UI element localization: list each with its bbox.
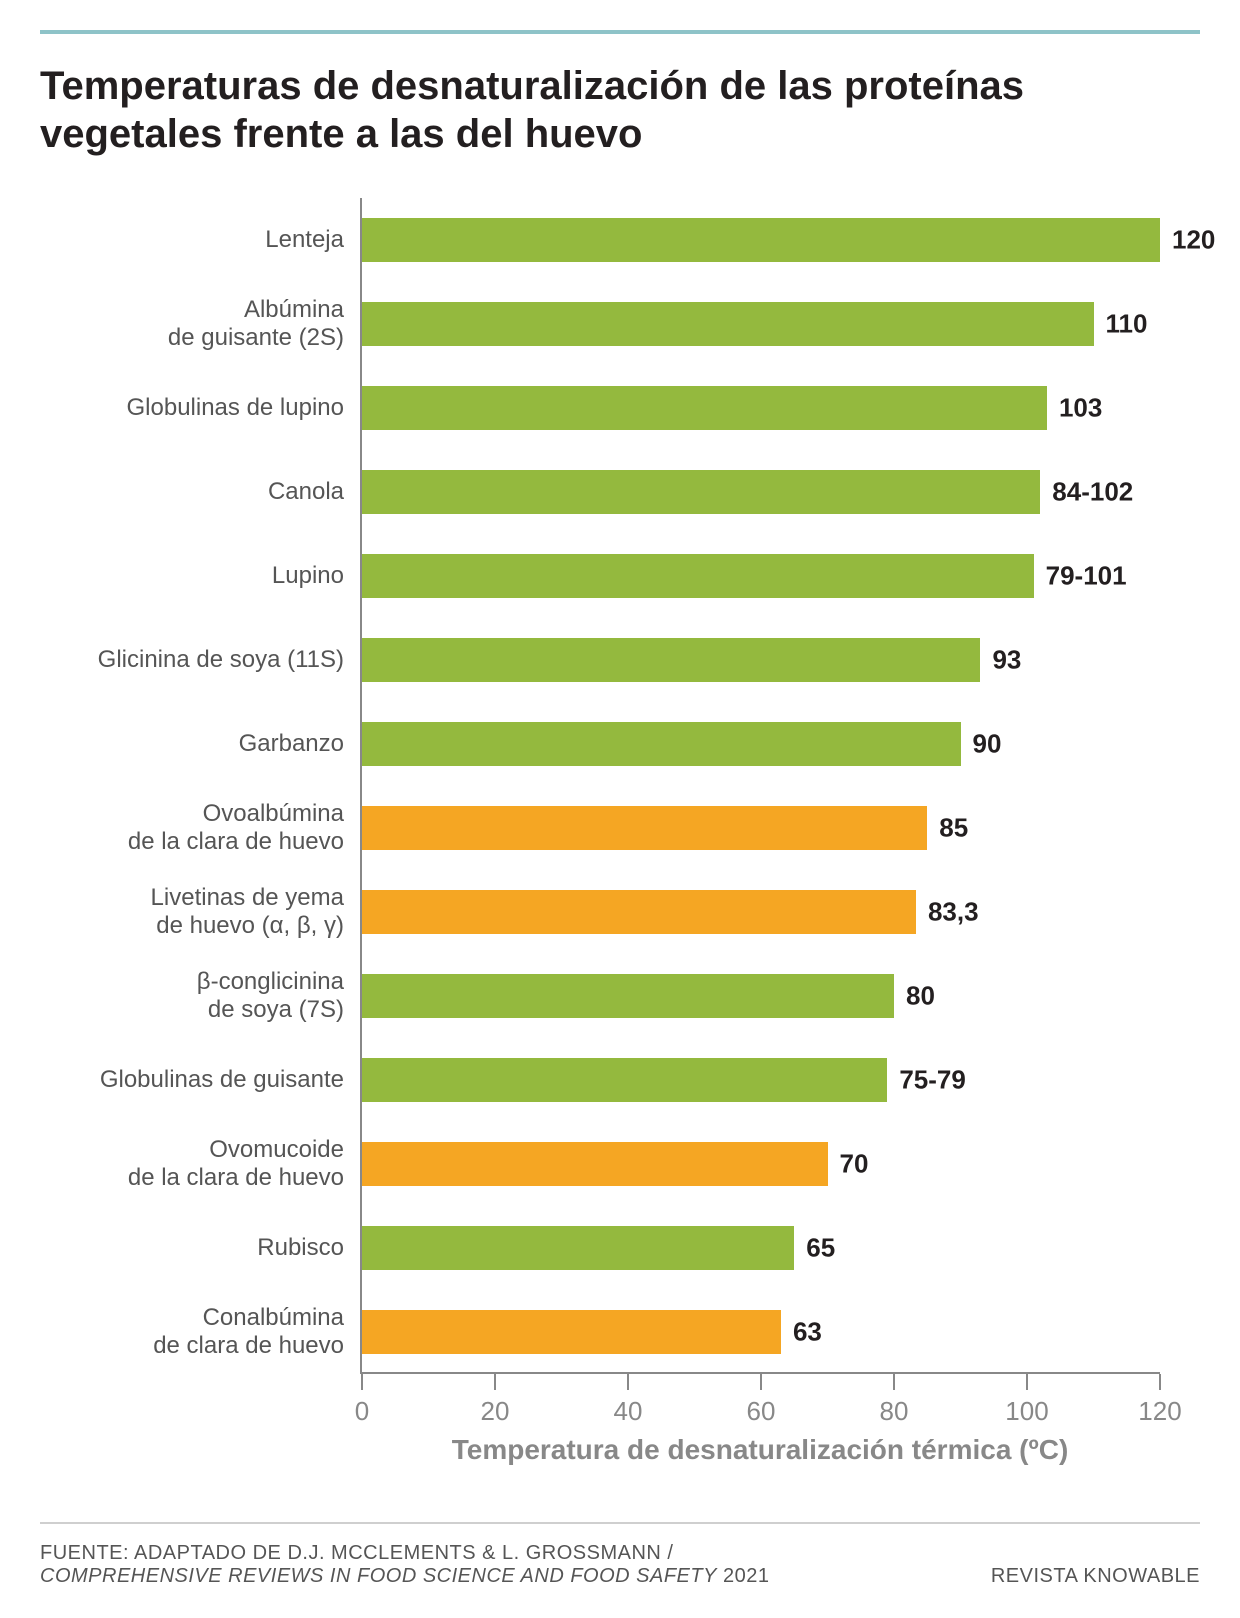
- bar-category-label: Albúminade guisante (2S): [62, 296, 362, 351]
- bar-value-label: 70: [828, 1149, 869, 1180]
- bar: 83,3: [362, 890, 916, 934]
- source-block: FUENTE: ADAPTADO DE D.J. MCCLEMENTS & L.…: [40, 1542, 770, 1588]
- bar-value-label: 65: [794, 1233, 835, 1264]
- x-tick-mark: [1159, 1374, 1161, 1390]
- bar-category-label: Globulinas de guisante: [62, 1066, 362, 1094]
- credit: REVISTA KNOWABLE: [991, 1565, 1200, 1588]
- bar: 110: [362, 302, 1094, 346]
- bar-value-label: 79-101: [1034, 561, 1127, 592]
- bar-row: Rubisco65: [362, 1206, 1160, 1290]
- x-tick-label: 60: [747, 1396, 776, 1427]
- bar-value-label: 63: [781, 1317, 822, 1348]
- x-tick-label: 80: [880, 1396, 909, 1427]
- bar: 65: [362, 1226, 794, 1270]
- bar-row: Livetinas de yemade huevo (α, β, γ)83,3: [362, 870, 1160, 954]
- bar-category-label: Lupino: [62, 562, 362, 590]
- source-journal: COMPREHENSIVE REVIEWS IN FOOD SCIENCE AN…: [40, 1565, 717, 1587]
- bar: 75-79: [362, 1058, 887, 1102]
- bar: 80: [362, 974, 894, 1018]
- source-year: 2021: [717, 1565, 770, 1587]
- x-axis-title: Temperatura de desnaturalización térmica…: [360, 1434, 1160, 1466]
- x-tick-mark: [361, 1374, 363, 1390]
- bar: 63: [362, 1310, 781, 1354]
- x-tick-mark: [1026, 1374, 1028, 1390]
- bar-category-label: β-conglicininade soya (7S): [62, 968, 362, 1023]
- bar-value-label: 85: [927, 813, 968, 844]
- bar-category-label: Ovomucoidede la clara de huevo: [62, 1136, 362, 1191]
- bar-category-label: Livetinas de yemade huevo (α, β, γ): [62, 884, 362, 939]
- bar-value-label: 120: [1160, 225, 1215, 256]
- bar-track: 85: [362, 806, 1160, 850]
- bar-row: Canola84-102: [362, 450, 1160, 534]
- bar: 84-102: [362, 470, 1040, 514]
- bar-value-label: 80: [894, 981, 935, 1012]
- bar-track: 103: [362, 386, 1160, 430]
- bar-category-label: Canola: [62, 478, 362, 506]
- bar-track: 120: [362, 218, 1160, 262]
- bar-row: Globulinas de guisante75-79: [362, 1038, 1160, 1122]
- bar-category-label: Globulinas de lupino: [62, 394, 362, 422]
- bar-row: Glicinina de soya (11S)93: [362, 618, 1160, 702]
- bar: 93: [362, 638, 980, 682]
- source-line-2: COMPREHENSIVE REVIEWS IN FOOD SCIENCE AN…: [40, 1565, 770, 1588]
- bar-category-label: Garbanzo: [62, 730, 362, 758]
- x-tick-label: 40: [614, 1396, 643, 1427]
- x-tick-mark: [760, 1374, 762, 1390]
- bar-row: Globulinas de lupino103: [362, 366, 1160, 450]
- bar-track: 65: [362, 1226, 1160, 1270]
- bar-category-label: Conalbúminade clara de huevo: [62, 1304, 362, 1359]
- bar-category-label: Lenteja: [62, 226, 362, 254]
- bar-row: Lenteja120: [362, 198, 1160, 282]
- bar: 70: [362, 1142, 828, 1186]
- bar-value-label: 83,3: [916, 897, 979, 928]
- bar-value-label: 84-102: [1040, 477, 1133, 508]
- bar-track: 93: [362, 638, 1160, 682]
- source-line-1: FUENTE: ADAPTADO DE D.J. MCCLEMENTS & L.…: [40, 1542, 770, 1565]
- x-tick-label: 120: [1138, 1396, 1181, 1427]
- bar-row: Garbanzo90: [362, 702, 1160, 786]
- bar: 120: [362, 218, 1160, 262]
- chart-footer: FUENTE: ADAPTADO DE D.J. MCCLEMENTS & L.…: [40, 1522, 1200, 1588]
- top-rule: [40, 30, 1200, 34]
- bar-track: 83,3: [362, 890, 1160, 934]
- bar-value-label: 90: [961, 729, 1002, 760]
- x-tick-label: 0: [355, 1396, 369, 1427]
- x-tick-mark: [627, 1374, 629, 1390]
- bar: 79-101: [362, 554, 1034, 598]
- bar-category-label: Rubisco: [62, 1234, 362, 1262]
- bar: 90: [362, 722, 961, 766]
- bar-row: Albúminade guisante (2S)110: [362, 282, 1160, 366]
- x-tick-label: 20: [481, 1396, 510, 1427]
- bar-track: 80: [362, 974, 1160, 1018]
- bar-row: β-conglicininade soya (7S)80: [362, 954, 1160, 1038]
- bar-row: Ovomucoidede la clara de huevo70: [362, 1122, 1160, 1206]
- bar-row: Conalbúminade clara de huevo63: [362, 1290, 1160, 1374]
- bar: 103: [362, 386, 1047, 430]
- chart-area: Lenteja120Albúminade guisante (2S)110Glo…: [40, 198, 1200, 1484]
- plot: Lenteja120Albúminade guisante (2S)110Glo…: [360, 198, 1160, 1374]
- bar-category-label: Ovoalbúminade la clara de huevo: [62, 800, 362, 855]
- bar-value-label: 93: [980, 645, 1021, 676]
- bar-track: 70: [362, 1142, 1160, 1186]
- x-tick-mark: [494, 1374, 496, 1390]
- bar-track: 79-101: [362, 554, 1160, 598]
- chart-title: Temperaturas de desnaturalización de las…: [40, 62, 1200, 158]
- bar-track: 110: [362, 302, 1160, 346]
- bar-value-label: 75-79: [887, 1065, 966, 1096]
- bar-value-label: 110: [1094, 309, 1148, 340]
- x-tick-label: 100: [1005, 1396, 1048, 1427]
- bar-track: 84-102: [362, 470, 1160, 514]
- bar-value-label: 103: [1047, 393, 1102, 424]
- bar-track: 63: [362, 1310, 1160, 1354]
- bar-track: 90: [362, 722, 1160, 766]
- bar: 85: [362, 806, 927, 850]
- bar-row: Ovoalbúminade la clara de huevo85: [362, 786, 1160, 870]
- chart-frame: Temperaturas de desnaturalización de las…: [0, 0, 1240, 1618]
- bar-category-label: Glicinina de soya (11S): [62, 646, 362, 674]
- bar-track: 75-79: [362, 1058, 1160, 1102]
- bar-row: Lupino79-101: [362, 534, 1160, 618]
- x-tick-mark: [893, 1374, 895, 1390]
